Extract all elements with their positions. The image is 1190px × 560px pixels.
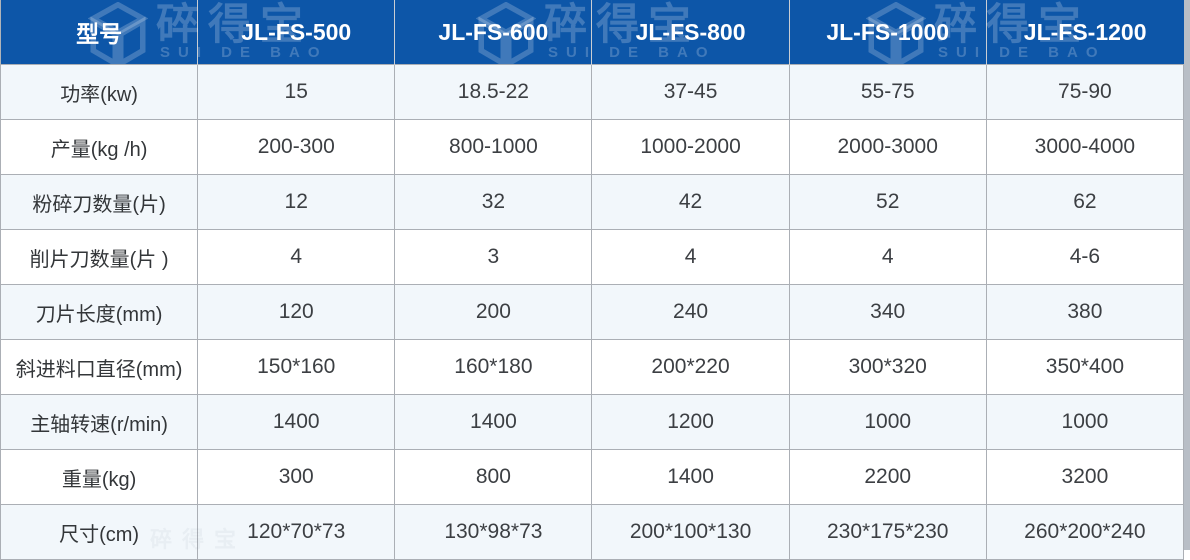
spec-value-cell: 1400 bbox=[197, 394, 396, 450]
spec-value-cell: 42 bbox=[591, 174, 790, 230]
spec-value-cell: 18.5-22 bbox=[394, 64, 593, 120]
spec-row: 功率(kw) 15 18.5-22 37-45 55-75 75-90 bbox=[0, 64, 1185, 120]
spec-value-cell: 55-75 bbox=[788, 64, 987, 120]
spec-value-cell: 120 bbox=[197, 284, 396, 340]
spec-value-cell: 4 bbox=[197, 229, 396, 285]
spec-row: 产量(kg /h) 200-300 800-1000 1000-2000 2000-30… bbox=[0, 119, 1185, 175]
header-model-600: JL-FS-600 bbox=[394, 0, 593, 65]
spec-value-cell: 1000-2000 bbox=[591, 119, 790, 175]
spec-value-cell: 12 bbox=[197, 174, 396, 230]
spec-value-cell: 2200 bbox=[788, 449, 987, 505]
spec-row: 斜进料口直径(mm) 150*160 160*180 200*220 300*320 35… bbox=[0, 339, 1185, 395]
spec-value-cell: 380 bbox=[985, 284, 1185, 340]
header-model-800: JL-FS-800 bbox=[591, 0, 790, 65]
spec-value-cell: 62 bbox=[985, 174, 1185, 230]
spec-value-cell: 1200 bbox=[591, 394, 790, 450]
spec-value-cell: 200 bbox=[394, 284, 593, 340]
spec-row: 尺寸(cm) 120*70*73 130*98*73 200*100*130 230*1… bbox=[0, 504, 1185, 560]
spec-row: 粉碎刀数量(片) 12 32 42 52 62 bbox=[0, 174, 1185, 230]
spec-value-cell: 800-1000 bbox=[394, 119, 593, 175]
spec-value-cell: 300 bbox=[197, 449, 396, 505]
spec-value-cell: 1400 bbox=[591, 449, 790, 505]
spec-table-header: 型号 JL-FS-500 JL-FS-600 JL-FS-800 JL-FS-1… bbox=[0, 0, 1184, 65]
spec-value-cell: 4-6 bbox=[985, 229, 1185, 285]
spec-value-cell: 15 bbox=[197, 64, 396, 120]
spec-value-cell: 350*400 bbox=[985, 339, 1185, 395]
spec-row: 重量(kg) 300 800 1400 2200 3200 bbox=[0, 449, 1185, 505]
spec-row-label: 削片刀数量(片 ) bbox=[0, 229, 199, 285]
spec-table-body: 功率(kw) 15 18.5-22 37-45 55-75 75-90 产量(kg /h) 2… bbox=[0, 64, 1185, 560]
spec-value-cell: 3200 bbox=[985, 449, 1185, 505]
spec-value-cell: 32 bbox=[394, 174, 593, 230]
right-edge-strip bbox=[1184, 0, 1190, 550]
spec-value-cell: 240 bbox=[591, 284, 790, 340]
spec-value-cell: 300*320 bbox=[788, 339, 987, 395]
spec-value-cell: 230*175*230 bbox=[788, 504, 987, 560]
spec-value-cell: 37-45 bbox=[591, 64, 790, 120]
spec-value-cell: 1400 bbox=[394, 394, 593, 450]
spec-value-cell: 1000 bbox=[985, 394, 1185, 450]
spec-value-cell: 3000-4000 bbox=[985, 119, 1185, 175]
spec-value-cell: 800 bbox=[394, 449, 593, 505]
spec-row-label: 尺寸(cm) bbox=[0, 504, 199, 560]
spec-value-cell: 4 bbox=[591, 229, 790, 285]
spec-value-cell: 52 bbox=[788, 174, 987, 230]
spec-value-cell: 4 bbox=[788, 229, 987, 285]
spec-value-cell: 200-300 bbox=[197, 119, 396, 175]
spec-row-label: 重量(kg) bbox=[0, 449, 199, 505]
header-row: 型号 JL-FS-500 JL-FS-600 JL-FS-800 JL-FS-1… bbox=[0, 0, 1184, 65]
spec-row-label: 功率(kw) bbox=[0, 64, 199, 120]
spec-row: 主轴转速(r/min) 1400 1400 1200 1000 1000 bbox=[0, 394, 1185, 450]
spec-value-cell: 3 bbox=[394, 229, 593, 285]
spec-value-cell: 120*70*73 bbox=[197, 504, 396, 560]
spec-value-cell: 340 bbox=[788, 284, 987, 340]
spec-row-label: 主轴转速(r/min) bbox=[0, 394, 199, 450]
spec-row: 刀片长度(mm) 120 200 240 340 380 bbox=[0, 284, 1185, 340]
spec-row-label: 产量(kg /h) bbox=[0, 119, 199, 175]
spec-row-label: 斜进料口直径(mm) bbox=[0, 339, 199, 395]
spec-value-cell: 260*200*240 bbox=[985, 504, 1185, 560]
spec-value-cell: 200*100*130 bbox=[591, 504, 790, 560]
spec-value-cell: 2000-3000 bbox=[788, 119, 987, 175]
header-model-1200: JL-FS-1200 bbox=[986, 0, 1184, 65]
spec-row-label: 粉碎刀数量(片) bbox=[0, 174, 199, 230]
header-model-label: 型号 bbox=[0, 0, 199, 65]
spec-value-cell: 75-90 bbox=[985, 64, 1185, 120]
spec-value-cell: 160*180 bbox=[394, 339, 593, 395]
spec-value-cell: 1000 bbox=[788, 394, 987, 450]
spec-value-cell: 200*220 bbox=[591, 339, 790, 395]
spec-value-cell: 130*98*73 bbox=[394, 504, 593, 560]
spec-row-label: 刀片长度(mm) bbox=[0, 284, 199, 340]
header-model-1000: JL-FS-1000 bbox=[789, 0, 987, 65]
spec-row: 削片刀数量(片 ) 4 3 4 4 4-6 bbox=[0, 229, 1185, 285]
spec-value-cell: 150*160 bbox=[197, 339, 396, 395]
header-model-500: JL-FS-500 bbox=[197, 0, 396, 65]
